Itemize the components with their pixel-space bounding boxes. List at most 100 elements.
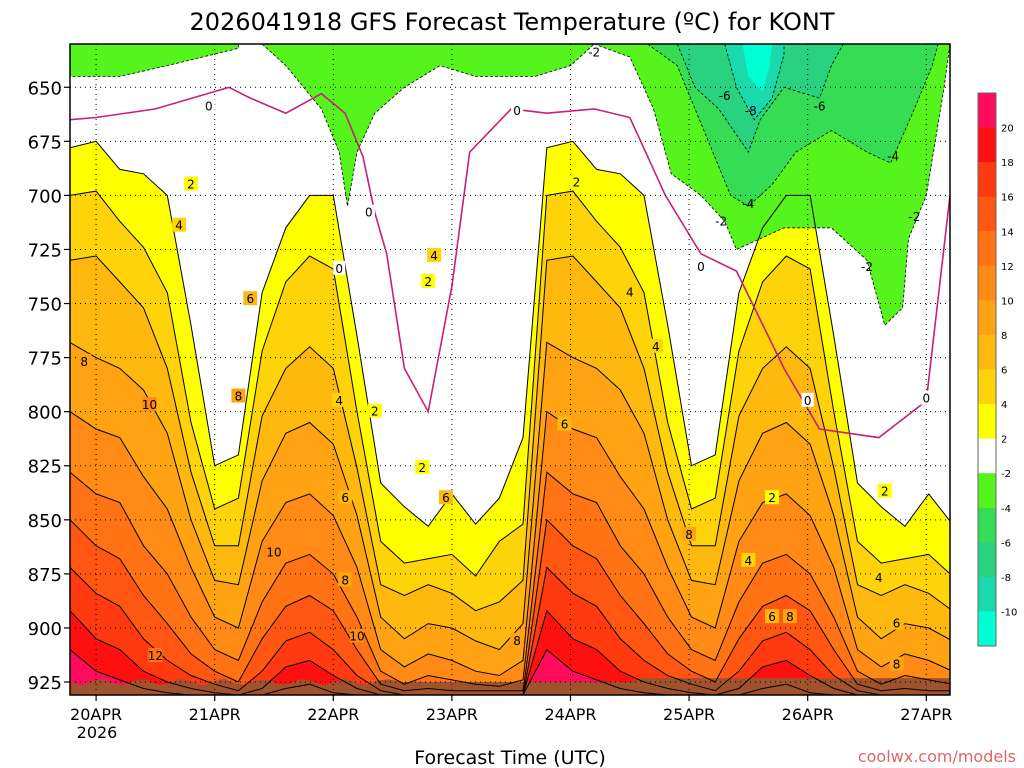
contour-label-cold: -8	[745, 104, 757, 118]
freezing-label: 0	[335, 262, 343, 276]
contour-4	[70, 190, 950, 577]
contour-label-bg	[243, 291, 258, 306]
contour-label: 8	[685, 528, 693, 542]
contour-label: 2	[418, 461, 426, 475]
contour-label-bg	[332, 392, 347, 407]
y-axis: 650 675 700 725 750 775 800 825 850 875 900 925	[28, 78, 70, 694]
freezing-label-bg	[511, 103, 524, 118]
contour-label-bg	[367, 403, 382, 418]
y-tick-label: 725	[28, 240, 62, 261]
freezing-label: 0	[513, 104, 521, 118]
contour-8	[70, 341, 950, 651]
contour-label-bg	[765, 490, 780, 505]
y-tick-label: 700	[28, 186, 62, 207]
freezing-label: 0	[804, 394, 812, 408]
colorbar-swatch	[978, 507, 996, 543]
freezing-label-bg	[333, 260, 346, 275]
contour-label-bg	[622, 284, 637, 299]
colorbar-label: 10	[1001, 296, 1014, 307]
colorbar-label: -4	[1001, 504, 1011, 515]
x-axis-label: Forecast Time (UTC)	[414, 747, 605, 768]
x-tick-label: 23APR	[426, 705, 478, 724]
colorbar-label: 20	[1001, 124, 1014, 135]
contour-label-bg	[183, 176, 198, 191]
colorbar-label: 6	[1001, 366, 1007, 377]
contour-label: 4	[626, 286, 634, 300]
y-tick-label: 825	[28, 457, 62, 478]
colorbar-label: 2	[1001, 435, 1007, 446]
colorbar-label: 8	[1001, 331, 1007, 342]
contour-label: 8	[786, 610, 794, 624]
band-18	[70, 610, 950, 695]
freezing-label-bg	[362, 204, 375, 219]
contour-label: 8	[235, 390, 243, 404]
colorbar-swatch	[978, 127, 996, 163]
contour-label-bg	[510, 632, 525, 647]
y-tick-label: 650	[28, 78, 62, 99]
contour-label: 4	[745, 554, 753, 568]
contour-label-bg	[427, 247, 442, 262]
contour-label-bg	[782, 609, 797, 624]
colorbar-swatch	[978, 576, 996, 612]
contour-label-bg	[438, 490, 453, 505]
colorbar: 20 18 16 14 12 10 8 6 4 2 -2 -4 -6 -8 -10	[977, 92, 1017, 647]
contour-label: 6	[768, 610, 776, 624]
contour-label-bg	[569, 174, 584, 189]
chart-title: 2026041918 GFS Forecast Temperature (ºC)…	[190, 8, 835, 36]
contour-label-bg	[350, 628, 365, 643]
contour-2	[70, 140, 950, 528]
watermark-text: coolwx.com/models	[858, 747, 1016, 766]
plot-frame	[69, 43, 951, 696]
contour-label: 4	[875, 571, 883, 585]
contour-label: 10	[142, 398, 157, 412]
colorbar-label: -10	[1001, 607, 1017, 618]
contour-label: 4	[652, 340, 660, 354]
contour-label-bg	[172, 217, 187, 232]
contour-label: 8	[80, 355, 88, 369]
contour-label-bg	[421, 273, 436, 288]
contour-label-bg	[765, 609, 780, 624]
contour-label-bg	[148, 648, 163, 663]
contour-14	[70, 518, 950, 692]
freezing-line	[70, 86, 950, 439]
contour-12	[70, 471, 950, 687]
contour-label-cold: -4	[887, 149, 899, 163]
contour-label-bg	[889, 615, 904, 630]
y-tick-label: 925	[28, 673, 62, 694]
contour-label: 4	[335, 394, 343, 408]
contour-label: 2	[371, 405, 379, 419]
colorbar-swatch	[978, 404, 996, 440]
colorbar-swatch	[978, 93, 996, 129]
y-tick-label: 750	[28, 295, 62, 316]
contour-10	[70, 410, 950, 677]
x-tick-label: 25APR	[663, 705, 715, 724]
contour-label-cold: -2	[588, 46, 600, 60]
colorbar-label: 18	[1001, 158, 1014, 169]
freezing-label-bg	[202, 98, 215, 113]
contour-label-cold: -2	[908, 210, 920, 224]
cold-region-1	[261, 44, 595, 207]
colorbar-label: 14	[1001, 227, 1014, 238]
contour-label-bg	[338, 490, 353, 505]
x-axis-year: 2026	[77, 723, 118, 742]
contour-label-bg	[231, 388, 246, 403]
contour-label: 10	[266, 545, 281, 559]
colorbar-swatch	[978, 162, 996, 198]
contour-label-bg	[871, 570, 886, 585]
contour-label-bg	[415, 459, 430, 474]
contour-label: 8	[893, 658, 901, 672]
colorbar-swatch	[978, 473, 996, 509]
colorbar-swatch	[978, 196, 996, 232]
contour-label: 2	[768, 491, 776, 505]
contour-label: 10	[349, 630, 364, 644]
contour-label: 6	[561, 418, 569, 432]
contour-6	[70, 255, 950, 612]
contour-label: 2	[881, 485, 889, 499]
freezing-label: 0	[697, 260, 705, 274]
x-tick-label: 26APR	[782, 705, 834, 724]
contour-label-bg	[889, 656, 904, 671]
colorbar-label: 16	[1001, 193, 1014, 204]
y-tick-label: 875	[28, 565, 62, 586]
contour-label-cold: -2	[715, 214, 727, 228]
contour-label-bg	[77, 353, 92, 368]
